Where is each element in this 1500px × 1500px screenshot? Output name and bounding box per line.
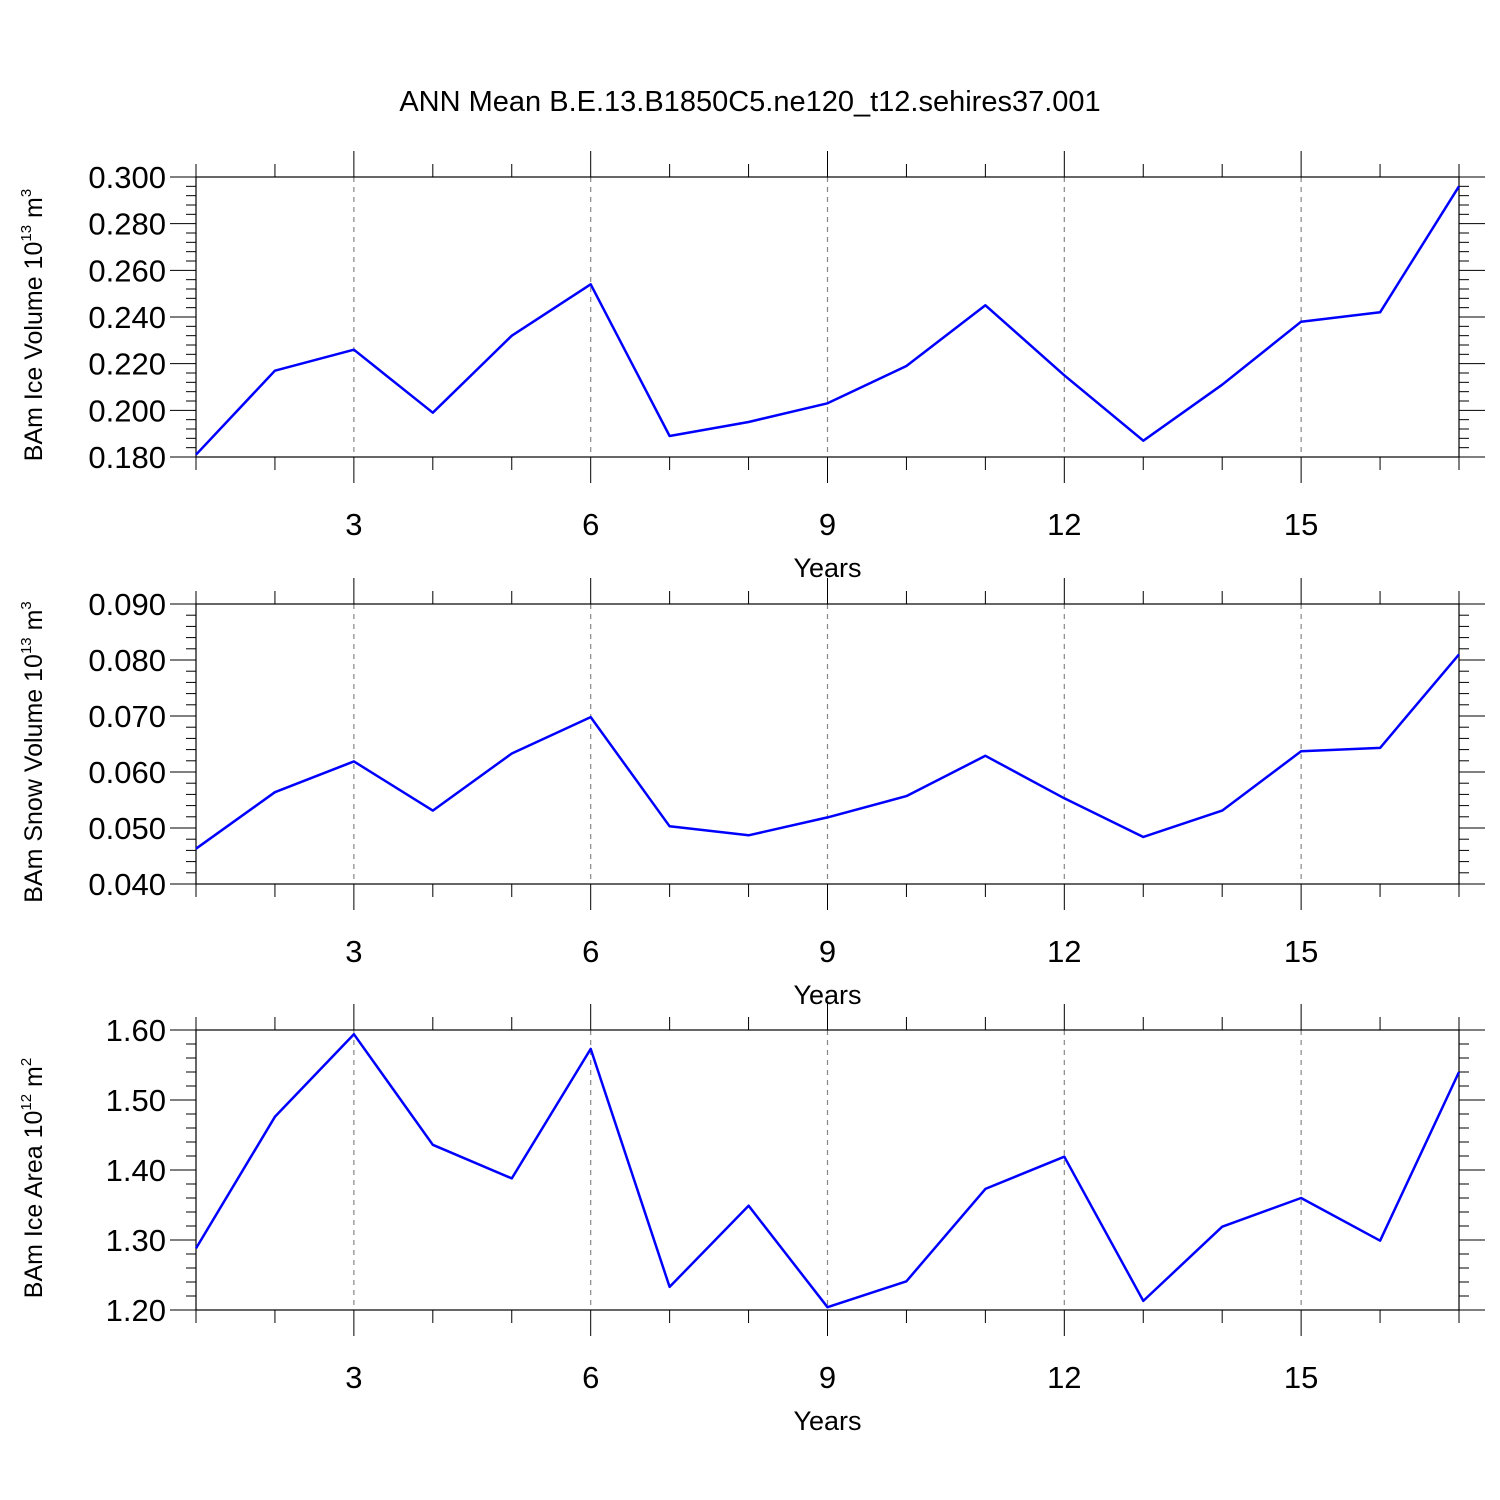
panel-1: 0.180 0.200 0.220 0.240 0.260 0.280 0.300 3 6 9 12… [18, 151, 1485, 583]
y-tick-label: 0.080 [88, 643, 166, 678]
series-line [194, 1032, 1461, 1309]
panel-3: 1.20 1.30 1.40 1.50 1.60 3 6 9 12 15 Years BAm Ice … [18, 1004, 1485, 1436]
x-tick-label: 15 [1284, 507, 1318, 542]
y-tick-label: 0.260 [88, 253, 166, 288]
y-tick-label: 1.40 [106, 1153, 166, 1188]
x-tick-label: 6 [582, 507, 599, 542]
y-axis-label-superscript: 12 [18, 1094, 35, 1111]
y-tick-label: 0.220 [88, 347, 166, 382]
series-line [195, 653, 1460, 850]
y-tick-label: 0.050 [88, 811, 166, 846]
x-tick-label: 15 [1284, 1360, 1318, 1395]
y-axis-label-superscript: 13 [18, 225, 35, 242]
x-tick-label: 6 [582, 934, 599, 969]
y-tick-label: 0.090 [88, 587, 166, 622]
y-tick-label: 1.60 [106, 1013, 166, 1048]
y-axis-label-text: BAm Ice Area 10 [20, 1111, 48, 1299]
y-axis-label-text: m [20, 610, 48, 638]
x-tick-label: 6 [582, 1360, 599, 1395]
x-tick-label: 12 [1047, 1360, 1081, 1395]
y-axis-label-text: BAm Snow Volume 10 [20, 654, 48, 903]
y-axis-label-superscript: 13 [18, 637, 35, 654]
x-tick-label: 9 [819, 934, 836, 969]
y-axis-label-text: m [20, 1066, 48, 1094]
x-tick-label: 3 [345, 1360, 362, 1395]
x-axis-label: Years [793, 1406, 861, 1436]
y-tick-label: 1.20 [106, 1293, 166, 1328]
y-axis-label: BAm Ice Volume 1013 m3 [18, 189, 48, 461]
y-axis-label-superscript: 3 [18, 601, 35, 609]
x-tick-label: 3 [345, 507, 362, 542]
y-tick-label: 1.30 [106, 1223, 166, 1258]
x-tick-label: 3 [345, 934, 362, 969]
y-axis-label: BAm Snow Volume 1013 m3 [18, 601, 48, 903]
y-tick-label: 1.50 [106, 1083, 166, 1118]
y-tick-label: 0.300 [88, 160, 166, 195]
y-tick-label: 0.070 [88, 699, 166, 734]
y-tick-label: 0.040 [88, 867, 166, 902]
y-axis-label-text: BAm Ice Volume 10 [20, 242, 48, 462]
x-tick-label: 9 [819, 1360, 836, 1395]
x-tick-label: 9 [819, 507, 836, 542]
chart-title: ANN Mean B.E.13.B1850C5.ne120_t12.sehire… [399, 86, 1101, 118]
x-tick-label: 15 [1284, 934, 1318, 969]
y-tick-label: 0.280 [88, 207, 166, 242]
y-axis-label-superscript: 2 [18, 1058, 35, 1066]
x-tick-label: 12 [1047, 507, 1081, 542]
y-axis-label-text: m [20, 197, 48, 225]
x-tick-label: 12 [1047, 934, 1081, 969]
y-axis-label-superscript: 3 [18, 189, 35, 197]
y-axis-label: BAm Ice Area 1012 m2 [18, 1058, 48, 1298]
y-tick-label: 0.060 [88, 755, 166, 790]
y-tick-label: 0.200 [88, 393, 166, 428]
series-line [195, 185, 1461, 456]
y-tick-label: 0.240 [88, 300, 166, 335]
y-tick-label: 0.180 [88, 440, 166, 475]
